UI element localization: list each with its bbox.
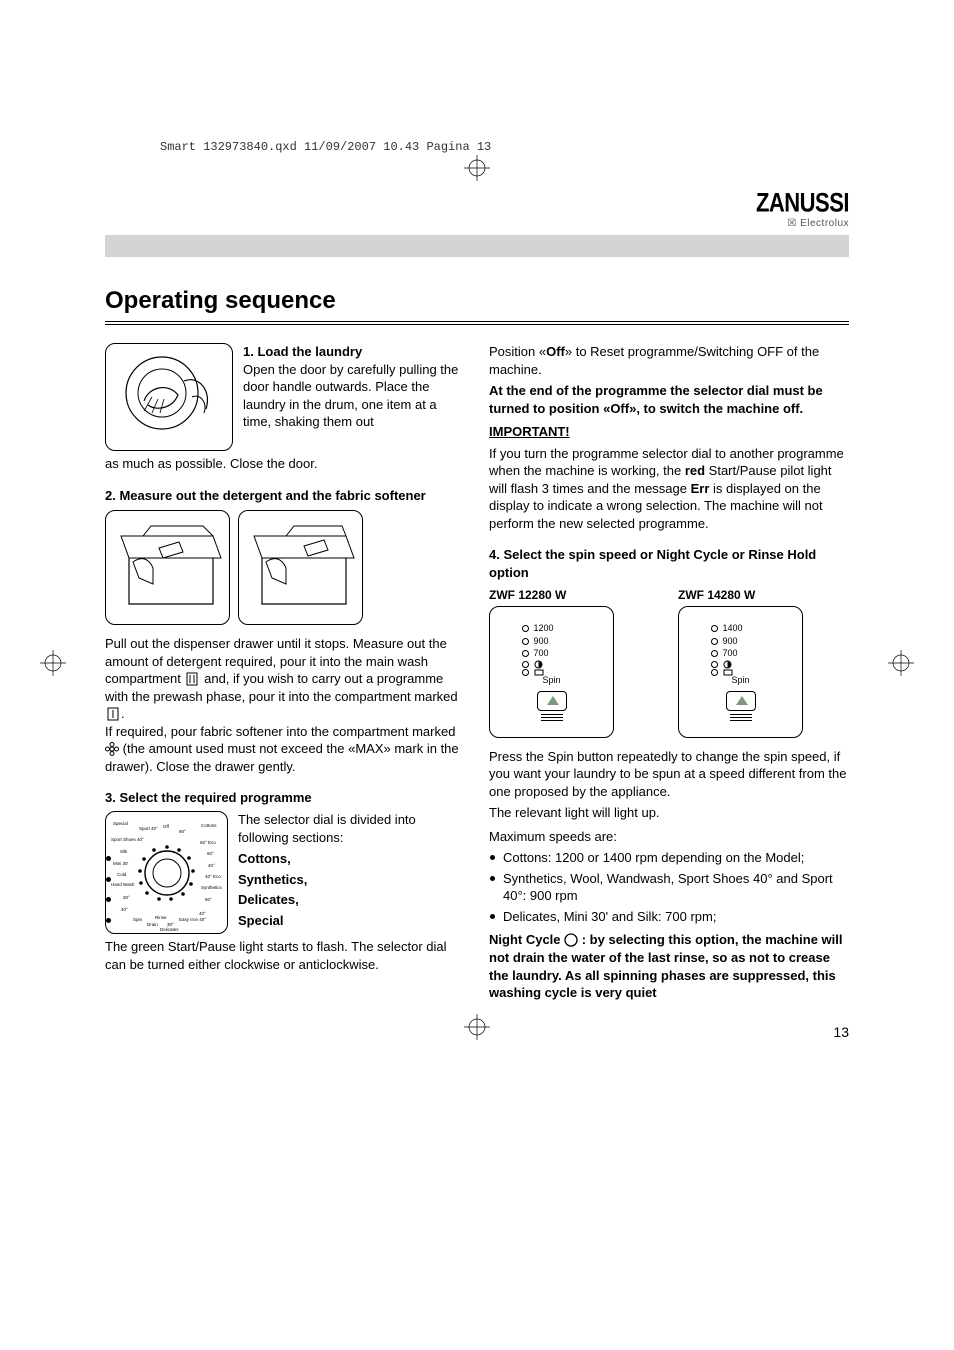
- svg-text:Cottons: Cottons: [201, 823, 217, 828]
- drawer-illustrations: [105, 510, 465, 625]
- p-bold: At the end of the programme the selector…: [489, 382, 849, 417]
- spin-panels: ZWF 12280 W 1200 900 700: [489, 588, 849, 738]
- rule-1: [105, 321, 849, 322]
- after-spin-p2: The relevant light will light up.: [489, 804, 849, 822]
- crop-mark-bottom-icon: [464, 1014, 490, 1040]
- spin-model-a: ZWF 12280 W: [489, 588, 660, 602]
- brand-bar: ZANUSSI ☒ Electrolux: [105, 190, 849, 229]
- illustration-spin-a-icon: 1200 900 700 Spin: [489, 606, 614, 738]
- max-bullets: Cottons: 1200 or 1400 rpm depending on t…: [489, 849, 849, 925]
- spin-model-b: ZWF 14280 W: [678, 588, 849, 602]
- step2-heading: 2. Measure out the detergent and the fab…: [105, 487, 465, 505]
- night-cycle-small-icon: [723, 660, 732, 669]
- left-column: 1. Load the laundry Open the door by car…: [105, 343, 465, 1006]
- important-label: IMPORTANT!: [489, 423, 849, 441]
- illustration-door-icon: [105, 343, 233, 451]
- brand-logo: ZANUSSI: [756, 187, 849, 218]
- after-spin-p1: Press the Spin button repeatedly to chan…: [489, 748, 849, 801]
- crop-mark-right-icon: [888, 650, 914, 676]
- page: Smart 132973840.qxd 11/09/2007 10.43 Pag…: [0, 0, 954, 1100]
- illustration-drawer-b-icon: [238, 510, 363, 625]
- step2-body: Pull out the dispenser drawer until it s…: [105, 635, 465, 775]
- list-item: Delicates,: [105, 891, 465, 909]
- important-body: If you turn the programme selector dial …: [489, 445, 849, 533]
- max-speeds: Maximum speeds are:: [489, 828, 849, 846]
- night-cycle-icon: [564, 933, 578, 947]
- crop-mark-top-icon: [464, 155, 490, 181]
- rule-2: [105, 324, 849, 325]
- p-off: Position «Off» to Reset programme/Switch…: [489, 343, 849, 378]
- step1-text-b: as much as possible. Close the door.: [105, 455, 465, 473]
- compartment-main-icon: [184, 672, 200, 686]
- svg-text:Special: Special: [113, 821, 128, 826]
- file-header: Smart 132973840.qxd 11/09/2007 10.43 Pag…: [160, 140, 491, 154]
- step4-heading: 4. Select the spin speed or Night Cycle …: [489, 546, 849, 581]
- softener-flower-icon: [105, 742, 119, 756]
- right-column: Position «Off» to Reset programme/Switch…: [489, 343, 849, 1006]
- compartment-prewash-icon: [105, 707, 121, 721]
- list-item: Cottons,: [105, 850, 465, 868]
- header-grey-bar: [105, 235, 849, 257]
- list-item: Synthetics,: [105, 871, 465, 889]
- svg-text:Sport 40°: Sport 40°: [139, 826, 158, 831]
- crop-mark-left-icon: [40, 650, 66, 676]
- step3-footer: The green Start/Pause light starts to fl…: [105, 938, 465, 973]
- illustration-spin-b-icon: 1400 900 700 Spin: [678, 606, 803, 738]
- svg-text:Off: Off: [163, 824, 170, 829]
- svg-text:Sport Shoes 40°: Sport Shoes 40°: [111, 837, 144, 842]
- list-item: Synthetics, Wool, Wandwash, Sport Shoes …: [489, 870, 849, 905]
- svg-text:90°: 90°: [179, 829, 186, 834]
- night-cycle-small-icon: [534, 660, 543, 669]
- illustration-drawer-a-icon: [105, 510, 230, 625]
- list-item: Delicates, Mini 30' and Silk: 700 rpm;: [489, 908, 849, 926]
- list-item: Cottons: 1200 or 1400 rpm depending on t…: [489, 849, 849, 867]
- list-item: Special: [105, 912, 465, 930]
- brand-sub: ☒ Electrolux: [756, 218, 849, 229]
- svg-text:60° Eco: 60° Eco: [200, 840, 216, 845]
- page-title: Operating sequence: [105, 287, 849, 315]
- step3-heading: 3. Select the required programme: [105, 789, 465, 807]
- content-columns: 1. Load the laundry Open the door by car…: [105, 343, 849, 1006]
- night-cycle-body: Night Cycle : by selecting this option, …: [489, 931, 849, 1001]
